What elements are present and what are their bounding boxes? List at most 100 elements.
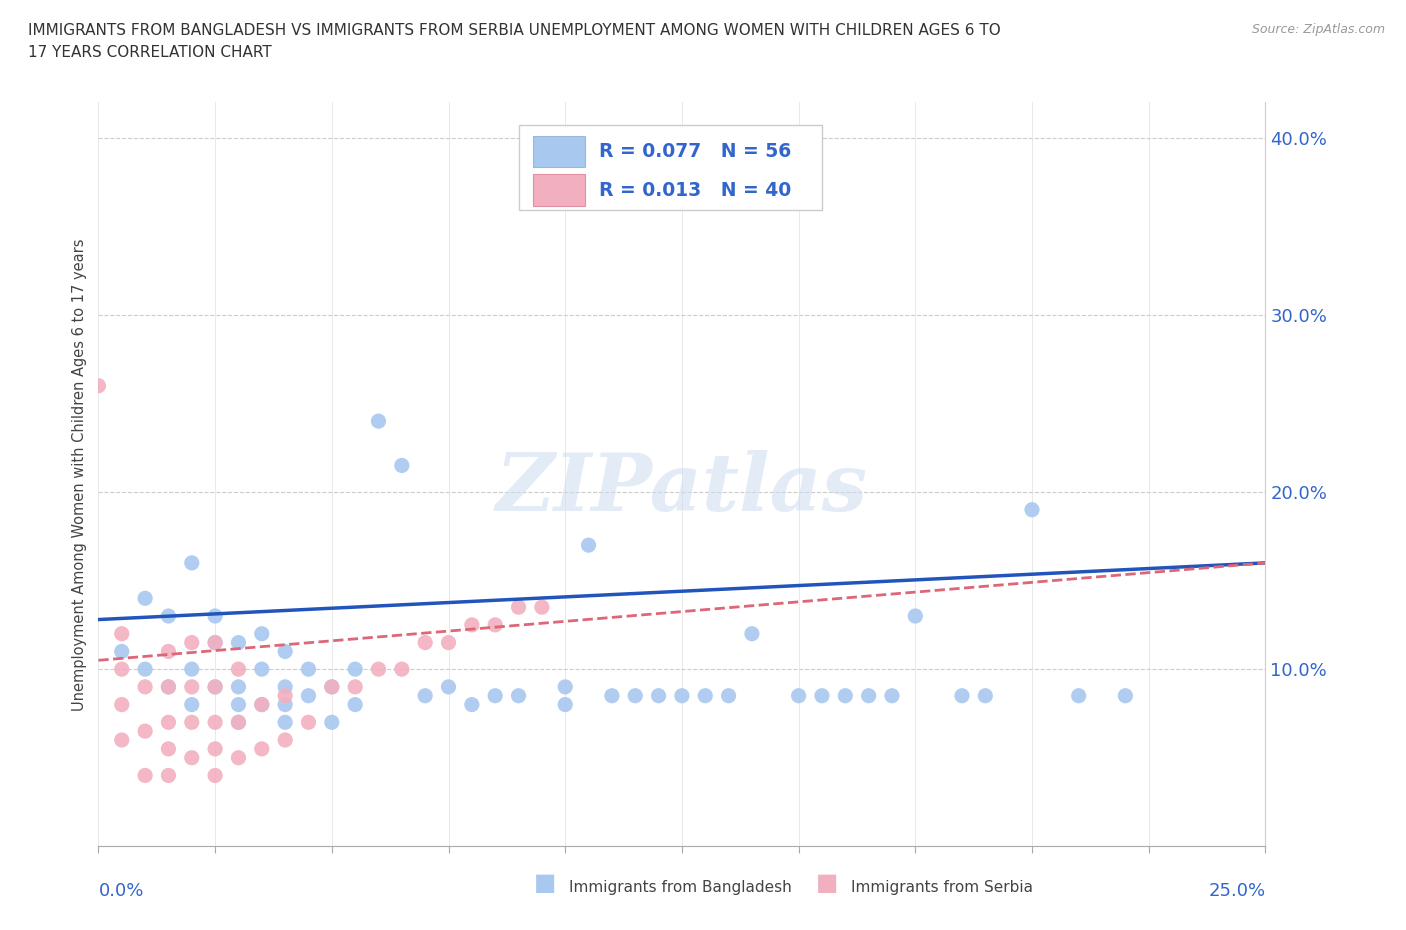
Point <box>717 688 740 703</box>
Point <box>391 458 413 472</box>
Point <box>250 698 273 712</box>
Point <box>204 608 226 623</box>
Point <box>157 680 180 695</box>
Point <box>1021 502 1043 517</box>
Point <box>950 688 973 703</box>
Text: ■: ■ <box>815 870 838 895</box>
Point <box>484 618 506 632</box>
Point <box>204 635 226 650</box>
Point <box>111 733 134 748</box>
Point <box>228 635 250 650</box>
Point <box>250 626 273 641</box>
Point <box>858 688 880 703</box>
Point <box>880 688 903 703</box>
Point <box>741 626 763 641</box>
Text: 0.0%: 0.0% <box>98 882 143 900</box>
Point <box>508 600 530 615</box>
Point <box>344 662 367 677</box>
Point <box>134 591 156 605</box>
Point <box>228 662 250 677</box>
Point <box>111 644 134 658</box>
Point <box>974 688 997 703</box>
Point <box>530 600 553 615</box>
Point <box>787 688 810 703</box>
Point <box>695 688 717 703</box>
Point <box>157 608 180 623</box>
Text: Immigrants from Bangladesh: Immigrants from Bangladesh <box>569 880 792 895</box>
Point <box>834 688 856 703</box>
Point <box>600 688 623 703</box>
Point <box>111 698 134 712</box>
Point <box>180 635 202 650</box>
Point <box>437 635 460 650</box>
Point <box>250 698 273 712</box>
Point <box>484 688 506 703</box>
Point <box>274 688 297 703</box>
Text: R = 0.013   N = 40: R = 0.013 N = 40 <box>599 180 792 200</box>
Point <box>391 662 413 677</box>
Point <box>344 698 367 712</box>
Point <box>228 680 250 695</box>
Point <box>554 698 576 712</box>
Point <box>157 741 180 756</box>
FancyBboxPatch shape <box>533 175 585 206</box>
Point <box>274 715 297 730</box>
Point <box>204 741 226 756</box>
Point <box>111 662 134 677</box>
Point <box>554 680 576 695</box>
Text: Source: ZipAtlas.com: Source: ZipAtlas.com <box>1251 23 1385 36</box>
Point <box>367 414 389 429</box>
Point <box>250 741 273 756</box>
Point <box>180 555 202 570</box>
Point <box>228 698 250 712</box>
Point <box>578 538 600 552</box>
Point <box>1067 688 1090 703</box>
Text: ZIPatlas: ZIPatlas <box>496 450 868 528</box>
Point <box>157 680 180 695</box>
Point <box>204 635 226 650</box>
Point <box>111 626 134 641</box>
Point <box>1114 688 1136 703</box>
Point <box>461 618 484 632</box>
Point <box>180 680 202 695</box>
Point <box>508 688 530 703</box>
Y-axis label: Unemployment Among Women with Children Ages 6 to 17 years: Unemployment Among Women with Children A… <box>72 238 87 711</box>
Point <box>180 751 202 765</box>
Point <box>647 688 669 703</box>
Point <box>367 662 389 677</box>
Point <box>180 662 202 677</box>
FancyBboxPatch shape <box>519 125 823 210</box>
Point <box>134 662 156 677</box>
Point <box>157 644 180 658</box>
Point <box>321 680 343 695</box>
Point <box>204 715 226 730</box>
Point <box>134 680 156 695</box>
Text: ■: ■ <box>534 870 557 895</box>
Point <box>461 698 484 712</box>
Point <box>228 715 250 730</box>
Point <box>297 715 319 730</box>
Point <box>624 688 647 703</box>
Point <box>297 662 319 677</box>
Point <box>250 662 273 677</box>
Point <box>904 608 927 623</box>
Point <box>134 768 156 783</box>
Point <box>413 635 436 650</box>
Point <box>180 715 202 730</box>
Text: 25.0%: 25.0% <box>1208 882 1265 900</box>
Point <box>811 688 834 703</box>
Point <box>228 715 250 730</box>
Point <box>228 751 250 765</box>
Point <box>274 680 297 695</box>
Point <box>413 688 436 703</box>
Text: 17 YEARS CORRELATION CHART: 17 YEARS CORRELATION CHART <box>28 45 271 60</box>
Point <box>180 698 202 712</box>
Point <box>87 379 110 393</box>
Point <box>157 715 180 730</box>
Point <box>274 733 297 748</box>
Text: R = 0.077   N = 56: R = 0.077 N = 56 <box>599 142 792 161</box>
Point <box>274 698 297 712</box>
Text: IMMIGRANTS FROM BANGLADESH VS IMMIGRANTS FROM SERBIA UNEMPLOYMENT AMONG WOMEN WI: IMMIGRANTS FROM BANGLADESH VS IMMIGRANTS… <box>28 23 1001 38</box>
Point <box>204 680 226 695</box>
Point <box>321 715 343 730</box>
